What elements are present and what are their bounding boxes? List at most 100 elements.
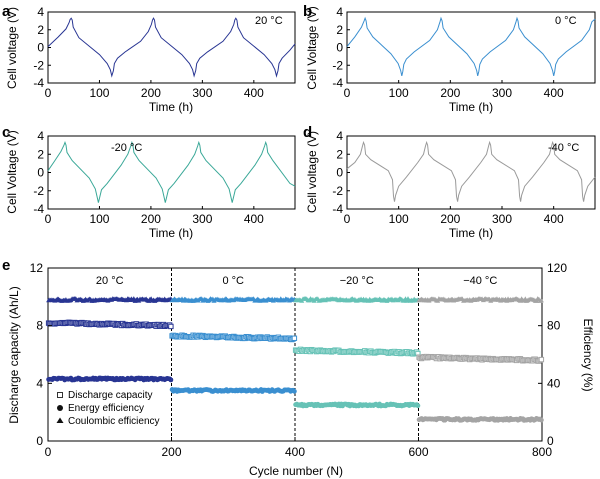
y-tick-label: 2 — [336, 147, 343, 161]
y-tick-label: 0 — [336, 41, 343, 55]
panel-letter: e — [2, 257, 10, 274]
panel-letter: a — [2, 3, 11, 20]
y-tick-label: 2 — [37, 23, 44, 37]
x-tick-label: 0 — [344, 86, 351, 100]
y-axis-label: Cell Voltage (V) — [5, 130, 19, 213]
y-tick-label: 8 — [36, 319, 43, 333]
legend-marker-filled-circle — [57, 405, 63, 411]
x-tick-label: 400 — [285, 445, 305, 459]
x-tick-label: 400 — [544, 86, 564, 100]
x-tick-label: 300 — [192, 212, 212, 226]
y-tick-label: -4 — [33, 202, 44, 216]
x-tick-label: 300 — [492, 86, 512, 100]
panel-letter: d — [303, 124, 312, 141]
segment-temperature-label: −40 °C — [463, 275, 497, 287]
x-tick-label: 0 — [344, 212, 351, 226]
y-tick-label: 4 — [36, 376, 43, 390]
coulombic-efficiency-point — [538, 297, 544, 303]
energy-efficiency-point — [415, 403, 421, 409]
x-tick-label: 800 — [532, 445, 552, 459]
x-tick-label: 300 — [192, 86, 212, 100]
x-tick-label: 600 — [408, 445, 428, 459]
energy-efficiency-point — [291, 388, 297, 394]
y2-tick-label: 80 — [547, 319, 561, 333]
panel-e: e 20 °C 0 °C −20 °C −40 °C 0 200 400 600 800048… — [2, 257, 595, 478]
x-axis-label: Cycle number (N) — [249, 464, 343, 478]
x-tick-label: 100 — [389, 86, 409, 100]
x-tick-label: 200 — [440, 86, 460, 100]
x-tick-label: 100 — [389, 212, 409, 226]
panel-b: b 0 °C Cell Voltage (V) Time (h) 0 100 200… — [303, 3, 596, 114]
temperature-label: -40 °C — [548, 142, 579, 154]
x-axis-label: Time (h) — [149, 226, 193, 240]
voltage-curve — [346, 16, 596, 77]
voltage-curve — [47, 17, 296, 78]
legend: Discharge capacity Energy efficiency Cou… — [56, 390, 160, 427]
y-tick-label: 0 — [37, 41, 44, 55]
legend-label: Energy efficiency — [68, 403, 144, 414]
y-tick-label: 12 — [30, 261, 44, 275]
segment-temperature-label: −20 °C — [340, 275, 374, 287]
panel-a: a 20 °C Cell voltage (V) Time (h) 0 100 2 0… — [2, 3, 296, 114]
x-tick-label: 300 — [492, 212, 512, 226]
voltage-curve — [47, 140, 296, 203]
y2-tick-label: 120 — [547, 261, 567, 275]
x-tick-label: 200 — [440, 212, 460, 226]
temperature-label: -20 °C — [111, 142, 142, 154]
x-axis-label: Time (h) — [149, 100, 193, 114]
y-axis-label: Cell voltage (V) — [5, 7, 19, 89]
y-tick-label: -4 — [332, 202, 343, 216]
x-tick-label: 0 — [45, 445, 52, 459]
y-tick-label: -2 — [33, 58, 44, 72]
x-tick-label: 100 — [89, 86, 109, 100]
segment-3-series — [416, 296, 545, 423]
x-tick-label: 400 — [244, 86, 264, 100]
y-tick-label: 0 — [37, 166, 44, 180]
y-axis-label: Discharge capacity (Ah/L) — [7, 286, 21, 423]
x-tick-label: 0 — [45, 86, 52, 100]
y-tick-label: -4 — [33, 76, 44, 90]
y-tick-label: -2 — [332, 58, 343, 72]
y-tick-label: 4 — [37, 5, 44, 19]
y-tick-label: 0 — [36, 434, 43, 448]
segment-0-series — [45, 296, 174, 383]
x-tick-label: 400 — [244, 212, 264, 226]
panel-d: d -40 °C Cell voltage (V) Time (h) 0 100 2… — [303, 124, 596, 240]
y-tick-label: 2 — [336, 23, 343, 37]
legend-marker-open-square — [57, 392, 63, 398]
x-axis-label: Time (h) — [449, 100, 493, 114]
y-axis-label: Cell voltage (V) — [305, 131, 319, 213]
temperature-label: 0 °C — [555, 15, 577, 27]
y2-tick-label: 0 — [547, 434, 554, 448]
x-tick-label: 100 — [89, 212, 109, 226]
temperature-label: 20 °C — [255, 15, 283, 27]
panel-c: c -20 °C Cell Voltage (V) Time (h) 0 100 2… — [2, 124, 296, 240]
discharge-capacity-point — [168, 323, 174, 330]
energy-efficiency-point — [168, 377, 174, 383]
voltage-curve — [346, 140, 596, 202]
y-tick-label: 4 — [336, 5, 343, 19]
y-tick-label: -2 — [33, 184, 44, 198]
segment-1-series — [169, 296, 298, 394]
y-tick-label: 2 — [37, 147, 44, 161]
y-tick-label: 0 — [336, 166, 343, 180]
y-tick-label: 4 — [336, 129, 343, 143]
energy-efficiency-point — [538, 417, 544, 423]
x-axis-label: Time (h) — [449, 226, 493, 240]
y2-tick-label: 40 — [547, 376, 561, 390]
panel-letter: b — [303, 3, 312, 20]
legend-marker-filled-triangle — [56, 417, 64, 423]
legend-label: Discharge capacity — [68, 390, 152, 401]
y2-axis-label: Efficiency (%) — [581, 318, 595, 391]
x-tick-label: 200 — [161, 445, 181, 459]
panel-letter: c — [2, 124, 10, 141]
segment-temperature-label: 20 °C — [96, 275, 124, 287]
plot-frame — [47, 135, 296, 210]
x-tick-label: 0 — [45, 212, 52, 226]
segment-2-series — [292, 296, 421, 409]
y-axis-label: Cell Voltage (V) — [305, 6, 319, 89]
y-tick-label: 4 — [37, 129, 44, 143]
discharge-capacity-point — [291, 335, 298, 341]
legend-label: Coulombic efficiency — [68, 416, 160, 427]
